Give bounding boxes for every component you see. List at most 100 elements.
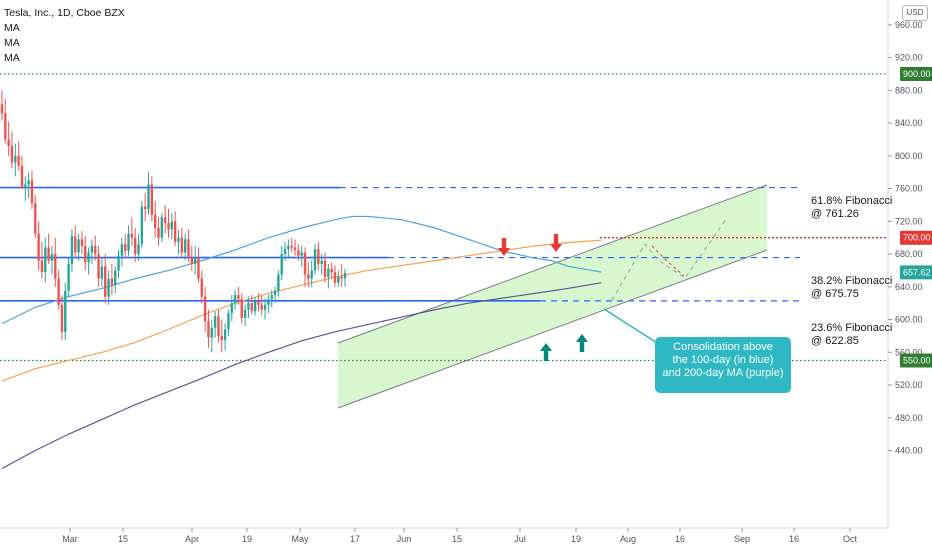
candle-body (50, 254, 54, 261)
callout-line-3: and 200-day MA (purple) (662, 367, 784, 379)
candle-body (323, 260, 327, 277)
candle-body (134, 237, 137, 255)
x-tick-label: 16 (789, 534, 799, 544)
candle-body (47, 247, 50, 261)
y-tick-label: 520.00 (895, 380, 923, 390)
candle-body (273, 290, 277, 295)
candle-body (170, 221, 174, 230)
candle-body (97, 254, 100, 279)
candle-body (40, 260, 44, 273)
candle-body (67, 263, 70, 291)
candle-body (207, 321, 210, 338)
candle-body (143, 206, 147, 210)
candle-body (107, 278, 110, 297)
x-tick-label: 16 (675, 534, 685, 544)
candle-body (90, 245, 94, 253)
indicator-label-ma-3[interactable]: MA (4, 52, 20, 64)
price-label-700: 700.00 (903, 233, 931, 243)
candle-body (74, 236, 77, 253)
candle-body (57, 278, 60, 305)
candle-body (10, 146, 14, 163)
candle-body (153, 214, 157, 228)
y-tick-label: 760.00 (895, 184, 923, 194)
y-tick-label: 640.00 (895, 282, 923, 292)
candle-body (120, 244, 124, 256)
candle-body (137, 244, 140, 255)
candle-body (307, 274, 310, 279)
candle-body (130, 233, 134, 238)
candle-body (54, 254, 57, 279)
candle-body (200, 278, 203, 297)
candle-body (240, 299, 243, 318)
fib-236-label-line-1: 23.6% Fibonacci (811, 322, 892, 334)
support-arrow-1-head (540, 343, 552, 351)
candle-body (117, 255, 120, 271)
candle-body (287, 245, 290, 250)
indicator-label-ma-1[interactable]: MA (4, 22, 20, 34)
fib-618-label-line-1: 61.8% Fibonacci (811, 195, 892, 207)
candle-body (333, 272, 337, 283)
candle-body (24, 184, 27, 189)
candle-body (197, 258, 200, 279)
candle-body (190, 257, 194, 264)
candle-body (217, 316, 220, 336)
candle-body (4, 113, 7, 140)
candle-body (84, 245, 87, 263)
x-tick-label: Aug (620, 534, 636, 544)
support-arrow-1-shaft (543, 351, 549, 361)
candle-body (177, 237, 180, 242)
fib-382-label-line-2: @ 675.75 (811, 288, 859, 300)
rising-channel-fill (338, 185, 767, 408)
x-tick-label: May (291, 534, 309, 544)
candle-body (213, 316, 217, 328)
candle-body (17, 155, 20, 166)
candle-body (37, 233, 40, 261)
candle-body (227, 313, 230, 330)
x-tick-label: Sep (734, 534, 750, 544)
resistance-arrow-1 (498, 238, 510, 256)
support-arrow-2 (576, 334, 588, 352)
price-label-900-bg (900, 67, 932, 81)
indicator-label-ma-2[interactable]: MA (4, 37, 20, 49)
candle-body (327, 268, 330, 277)
candle-body (70, 236, 74, 264)
candle-body (267, 299, 270, 305)
resistance-arrow-1-shaft (501, 238, 507, 248)
callout-pointer (603, 308, 666, 349)
fib-236-label-line-2: @ 622.85 (811, 335, 859, 347)
candle-body (150, 184, 154, 215)
fib-618-label-line-2: @ 761.26 (811, 208, 859, 220)
candle-body (147, 184, 150, 210)
candle-body (160, 217, 164, 238)
y-tick-label: 840.00 (895, 118, 923, 128)
candle-body (173, 221, 177, 242)
candle-body (243, 309, 247, 318)
candle-body (34, 203, 37, 234)
candle-body (7, 139, 10, 147)
candle-body (64, 290, 67, 332)
x-tick-label: Oct (843, 534, 858, 544)
candle-body (127, 233, 130, 251)
candle-body (163, 217, 167, 223)
chart-legend: Tesla, Inc., 1D, Cboe BZX MA MA MA (4, 6, 125, 66)
y-tick-label: 680.00 (895, 249, 923, 259)
candle-body (87, 252, 90, 263)
currency-button[interactable]: USD (902, 5, 928, 21)
candle-body (260, 304, 263, 310)
candle-body (187, 239, 190, 258)
candle-body (104, 266, 107, 297)
x-tick-label: 15 (118, 534, 128, 544)
candle-body (257, 301, 260, 305)
candle-body (280, 254, 283, 275)
candle-body (114, 270, 117, 286)
candle-body (330, 268, 333, 273)
candle-body (343, 272, 347, 279)
candle-body (210, 327, 213, 338)
x-tick-label: 17 (350, 534, 360, 544)
resistance-arrow-2-shaft (553, 234, 559, 244)
candle-body (0, 104, 4, 114)
candle-body (193, 258, 197, 264)
candle-body (300, 252, 303, 256)
